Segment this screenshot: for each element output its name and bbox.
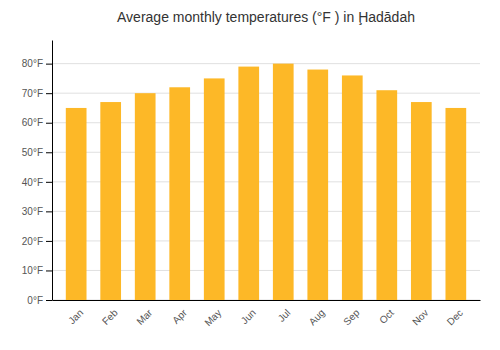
y-tick: 60°F — [22, 117, 52, 128]
bar — [100, 102, 121, 300]
bar — [204, 78, 225, 300]
x-tick-label: Jan — [66, 307, 85, 326]
x-tick-label: Mar — [134, 307, 154, 327]
y-tick-label: 30°F — [22, 206, 43, 217]
y-tick-label: 60°F — [22, 117, 43, 128]
y-tick: 70°F — [22, 88, 52, 99]
x-tick-label: Dec — [445, 307, 465, 327]
bar — [66, 108, 87, 300]
x-tick: Oct — [377, 307, 396, 326]
y-tick-label: 40°F — [22, 177, 43, 188]
x-tick: Sep — [341, 307, 362, 328]
y-tick-label: 10°F — [22, 265, 43, 276]
y-tick: 40°F — [22, 177, 52, 188]
y-tick: 50°F — [22, 147, 52, 158]
x-tick: Mar — [134, 307, 154, 327]
x-axis-line — [53, 300, 481, 301]
x-tick: Apr — [170, 307, 189, 326]
x-axis: Jan Feb Mar Apr May Jun Jul Aug Sep Oct Nov Dec — [53, 301, 481, 329]
x-tick: Aug — [307, 307, 327, 327]
y-tick-mark — [46, 152, 52, 153]
y-tick: 30°F — [22, 206, 52, 217]
x-tick-label: Jul — [276, 307, 293, 324]
x-tick-label: Aug — [307, 307, 327, 327]
grid-line — [52, 93, 480, 94]
y-tick: 80°F — [22, 58, 52, 69]
y-tick-mark — [46, 182, 52, 183]
bar — [376, 90, 397, 300]
y-tick: 0°F — [27, 295, 52, 306]
y-tick-label: 70°F — [22, 88, 43, 99]
x-tick-label: Sep — [341, 307, 362, 328]
bar — [307, 70, 328, 300]
y-tick-label: 20°F — [22, 236, 43, 247]
y-tick: 10°F — [22, 265, 52, 276]
grid — [52, 64, 480, 300]
x-tick: May — [202, 307, 223, 328]
bar — [135, 93, 156, 300]
x-tick: Jul — [276, 307, 293, 324]
y-axis-line — [52, 41, 53, 301]
x-tick: Dec — [445, 307, 465, 327]
plot-area — [66, 64, 466, 300]
x-tick: Feb — [100, 307, 120, 327]
y-tick-mark — [46, 93, 52, 94]
bar — [273, 64, 294, 300]
bar — [411, 102, 432, 300]
y-tick-mark — [46, 300, 52, 301]
x-tick-label: Jun — [239, 307, 258, 326]
y-tick-mark — [46, 241, 52, 242]
y-tick-label: 50°F — [22, 147, 43, 158]
y-tick-mark — [46, 123, 52, 124]
grid-line — [52, 63, 480, 64]
x-tick-label: Nov — [410, 307, 430, 327]
x-tick-label: Feb — [100, 307, 120, 327]
x-tick: Jan — [66, 307, 85, 326]
bar — [342, 75, 363, 300]
x-tick-label: Apr — [170, 307, 189, 326]
y-tick-mark — [46, 64, 52, 65]
title: Average monthly temperatures (°F ) in Ḩa… — [117, 9, 415, 25]
x-tick-label: Oct — [377, 307, 396, 326]
y-tick-mark — [46, 211, 52, 212]
bar — [238, 67, 259, 300]
bar — [445, 108, 466, 300]
y-tick: 20°F — [22, 236, 52, 247]
y-tick-label: 80°F — [22, 58, 43, 69]
y-tick-label: 0°F — [27, 295, 43, 306]
x-tick: Nov — [410, 307, 430, 327]
x-tick: Jun — [239, 307, 258, 326]
y-tick-mark — [46, 270, 52, 271]
bar — [169, 87, 190, 300]
y-axis: 0°F 10°F 20°F 30°F 40°F 50°F 60°F 70°F 80°F — [22, 41, 53, 306]
chart-svg: 0°F 10°F 20°F 30°F 40°F 50°F 60°F 70°F 80°F Jan Fe… — [0, 0, 500, 350]
x-tick-label: May — [202, 307, 223, 328]
chart-container: 0°F 10°F 20°F 30°F 40°F 50°F 60°F 70°F 80°F Jan Fe… — [0, 0, 500, 350]
